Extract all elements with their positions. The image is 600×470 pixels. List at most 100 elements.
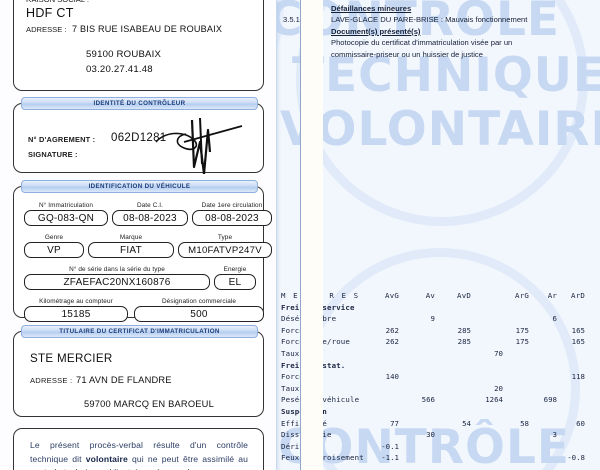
measures-cell-ard: 165 [571, 325, 585, 335]
measures-cell-ard: 165 [571, 337, 585, 347]
measures-cell-arg: 175 [515, 337, 529, 347]
field-numero-serie-box: ZFAEFAC20NX160876 [24, 274, 210, 290]
measures-cell-ar: 698 [543, 395, 557, 405]
field-designation-commerciale-box: 500 [134, 306, 264, 322]
page-edge-line [300, 0, 301, 470]
measures-cell-mid: 1264 [485, 395, 503, 405]
field-energie-label: Energie [223, 266, 247, 273]
measures-row: Dérive -0.1 [281, 441, 575, 453]
vehicle-card: IDENTIFICATION DU VÉHICULE N° Immatricul… [13, 180, 272, 322]
col-header-avd: AvD [457, 291, 471, 300]
field-immatriculation-label: N° Immatriculation [38, 202, 94, 209]
titulaire-card-header: TITULAIRE DU CERTIFICAT D'IMMATRICULATIO… [21, 325, 258, 338]
notice-line-2b: volontaire [85, 453, 128, 464]
measures-cell-av: 566 [421, 395, 435, 405]
field-genre-value: VP [47, 244, 61, 256]
company-phone: 03.20.27.41.48 [86, 64, 153, 75]
measures-cell-mid: 70 [494, 348, 503, 358]
col-header-avg: AvG [385, 291, 399, 300]
measures-cell-mid: 20 [494, 383, 503, 393]
document-line-2: commissaire-priseur ou un huissier de ju… [331, 49, 483, 59]
controller-agrement-label: N° D'AGREMENT : [28, 135, 96, 144]
measures-cell-avg: -0.1 [381, 441, 399, 451]
controller-card: IDENTITÉ DU CONTRÔLEUR N° D'AGREMENT : 0… [13, 97, 264, 174]
document-line-1: Photocopie du certificat d'immatriculati… [331, 38, 513, 48]
measures-rows: Frein de serviceDéséquilibre96Force26228… [281, 302, 585, 464]
defaillances-minor-header: Défaillances mineures [331, 4, 412, 13]
field-genre-box: VP [24, 242, 84, 258]
measures-row: Frein de service [281, 302, 575, 314]
titulaire-address-value: 71 AVN DE FLANDRE [76, 375, 172, 385]
col-header-ard: ArD [571, 291, 585, 300]
measures-cell-ar: 6 [552, 314, 557, 324]
field-type-box: M10FATVP247V [178, 242, 272, 258]
field-numero-serie: N° de série dans la série du type ZFAEFA… [24, 265, 210, 290]
page-right-margin [301, 0, 323, 470]
left-column: N° D'AGREMENT : S063P507 RAISON SOCIAL :… [0, 0, 281, 470]
measures-row-label: Force [281, 372, 304, 382]
measures-header-row: M E S U R E S AvG Av AvD ArG Ar ArD [281, 290, 585, 302]
notice-text: Le présent procès-verbal résulte d'un co… [30, 439, 248, 470]
measures-cell-ard: -0.8 [567, 453, 585, 463]
right-column: Défaillances mineures 3.5.1.a.1. LAVE-GLA… [277, 0, 600, 470]
field-date-ci-value: 08-08-2023 [123, 212, 177, 224]
measures-row-label: Force [281, 325, 304, 335]
field-date-ci-box: 08-08-2023 [112, 210, 188, 226]
measures-row-label: Taux [281, 348, 300, 358]
measures-row-label: Dérive [281, 441, 309, 451]
measures-cell-arg: 58 [520, 418, 529, 428]
field-numero-serie-label: N° de série dans la série du type [69, 266, 165, 273]
vehicle-card-header-label: IDENTIFICATION DU VÉHICULE [88, 183, 191, 190]
measures-cell-ard: 60 [576, 418, 585, 428]
measures-row-label: Taux [281, 383, 300, 393]
company-address-label: ADRESSE : [26, 25, 67, 34]
controller-agrement-value: 062D1281 [111, 132, 167, 144]
measures-cell-ard: 118 [571, 372, 585, 382]
field-immatriculation-value: GQ-083-QN [37, 212, 95, 224]
field-marque-label: Marque [119, 234, 143, 241]
field-genre-label: Genre [44, 234, 64, 241]
company-city: 59100 ROUBAIX [86, 49, 162, 60]
field-kilometrage: Kilométrage au compteur 15185 [24, 297, 128, 322]
field-type: Type M10FATVP247V [178, 233, 272, 258]
raison-social-label: RAISON SOCIAL : [26, 0, 89, 4]
defaillance-text: LAVE-GLACE DU PARE-BRISE : Mauvais fonct… [331, 15, 528, 25]
field-kilometrage-box: 15185 [24, 306, 128, 322]
field-energie: Energie EL [214, 265, 256, 290]
field-designation-commerciale-label: Désignation commerciale [161, 298, 237, 305]
field-date-1ere-circulation-value: 08-08-2023 [205, 212, 259, 224]
measures-cell-av: 9 [430, 314, 435, 324]
field-genre: Genre VP [24, 233, 84, 258]
measures-row: Efficacité77545860 [281, 418, 585, 430]
measures-cell-avg: 262 [385, 325, 399, 335]
vehicle-card-header: IDENTIFICATION DU VÉHICULE [21, 180, 258, 193]
notice-line-3: au controle technique obligatoire prévu … [30, 453, 249, 470]
measures-cell-avg: -1.1 [381, 453, 399, 463]
field-date-1ere-circulation-box: 08-08-2023 [192, 210, 272, 226]
field-date-1ere-circulation-label: Date 1ere circulation [201, 202, 263, 209]
defaillance-item: 3.5.1.a.1. LAVE-GLACE DU PARE-BRISE : Mau… [283, 14, 573, 25]
field-type-label: Type [217, 234, 233, 241]
controller-signature-label: SIGNATURE : [28, 150, 78, 159]
measures-cell-avd: 285 [457, 337, 471, 347]
measures-cell-ar: 3 [552, 430, 557, 440]
notice-line-2a: technique dit [30, 453, 86, 464]
field-kilometrage-value: 15185 [61, 308, 91, 320]
notice-card: Le présent procès-verbal résulte d'un co… [13, 428, 264, 470]
measures-row: Force 262 285 175 165 [281, 325, 585, 337]
company-name: HDF CT [26, 6, 74, 20]
col-header-av: Av [425, 291, 435, 300]
company-address-value: 7 BIS RUE ISABEAU DE ROUBAIX [72, 24, 223, 34]
measures-cell-avg: 77 [390, 418, 399, 428]
measures-cell-avd: 285 [457, 325, 471, 335]
titulaire-card: TITULAIRE DU CERTIFICAT D'IMMATRICULATIO… [13, 325, 264, 417]
company-card: N° D'AGREMENT : S063P507 RAISON SOCIAL :… [13, 0, 264, 91]
field-energie-box: EL [214, 274, 256, 290]
measures-row: Déséquilibre96 [281, 313, 575, 325]
col-header-ar: Ar [547, 291, 557, 300]
measures-cell-arg: 175 [515, 325, 529, 335]
measures-row: Suspension [281, 406, 575, 418]
measures-cell-avd: 54 [462, 418, 471, 428]
